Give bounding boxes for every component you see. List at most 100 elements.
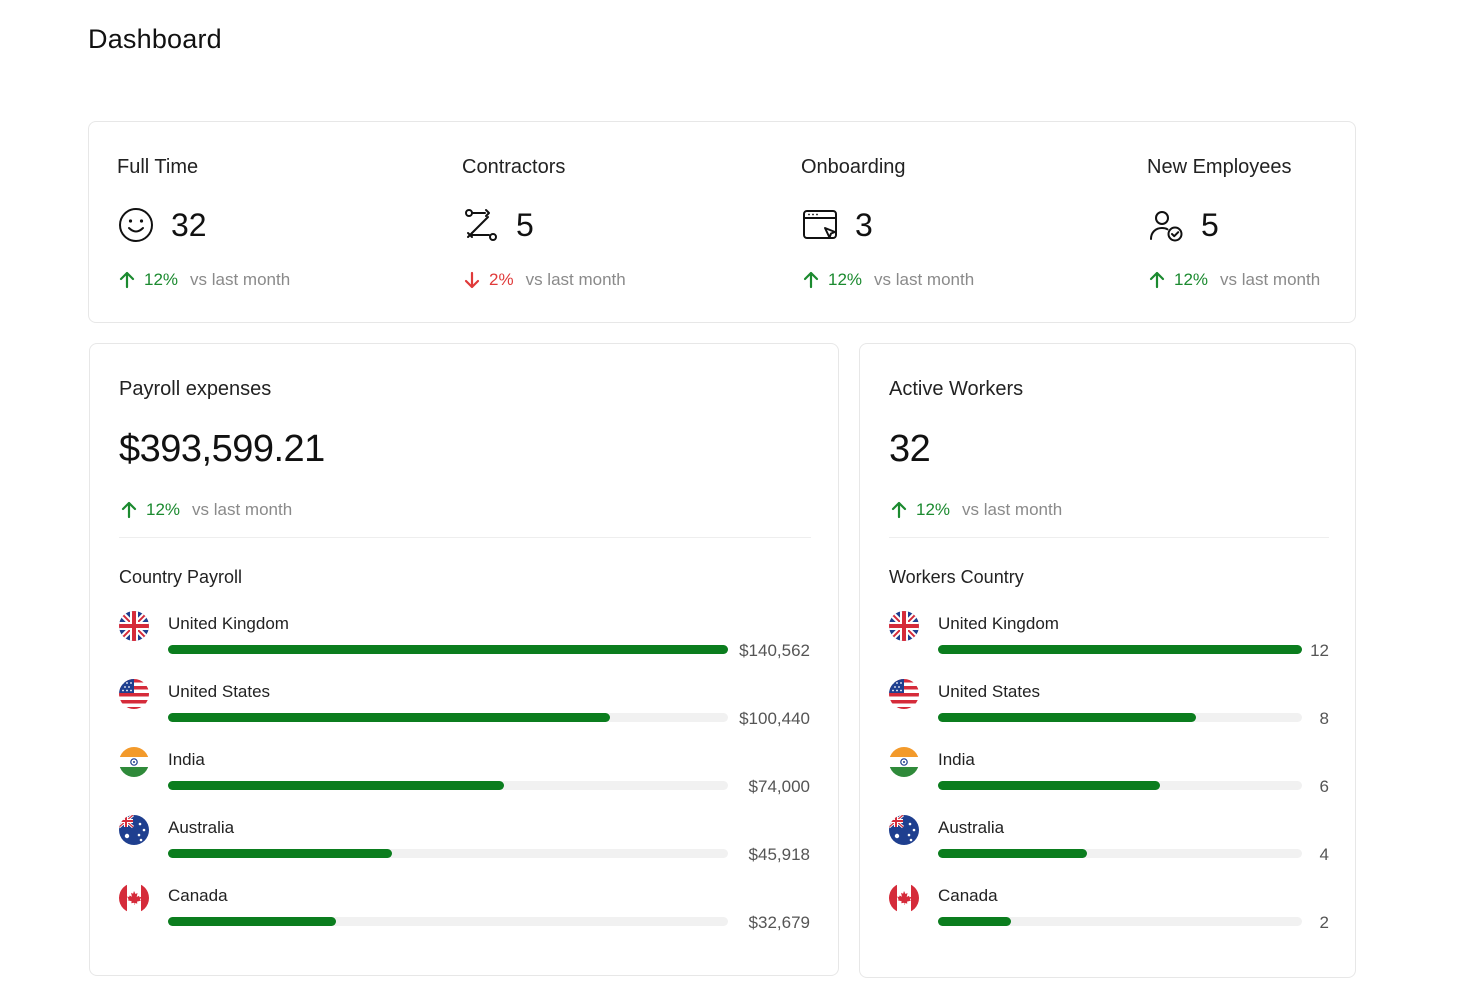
progress-fill xyxy=(938,713,1197,722)
country-row[interactable]: Canada $32,679 xyxy=(119,883,810,943)
india-flag-icon xyxy=(889,747,919,777)
country-value: $45,918 xyxy=(748,845,810,864)
trend-percent: 2% xyxy=(489,270,514,289)
progress-track xyxy=(168,917,728,926)
arrow-down-icon xyxy=(464,271,480,289)
country-row[interactable]: Australia $45,918 xyxy=(119,815,810,875)
workers-trend: 12% vs last month xyxy=(889,500,1062,520)
country-name: Canada xyxy=(938,886,998,905)
trend-text: vs last month xyxy=(962,500,1063,519)
us-flag-icon xyxy=(889,679,919,709)
country-row[interactable]: United States $100,440 xyxy=(119,679,810,739)
arrow-up-icon xyxy=(891,501,907,519)
trend-percent: 12% xyxy=(144,270,179,289)
country-row[interactable]: Australia 4 xyxy=(889,815,1329,875)
stat-value: 3 xyxy=(855,206,873,243)
panel-title: Active Workers xyxy=(889,378,1024,400)
trend-percent: 12% xyxy=(146,500,181,519)
country-value: 12 xyxy=(1310,641,1329,660)
section-title: Country Payroll xyxy=(119,567,243,587)
trend-text: vs last month xyxy=(192,500,293,519)
arrow-up-icon xyxy=(1149,271,1165,289)
stat-label: Contractors xyxy=(462,156,566,178)
country-name: Australia xyxy=(168,818,235,837)
progress-fill xyxy=(938,849,1088,858)
us-flag-icon xyxy=(119,679,149,709)
browser-cursor-icon xyxy=(801,206,839,244)
progress-track xyxy=(168,713,728,722)
progress-fill xyxy=(168,645,728,654)
country-value: $140,562 xyxy=(739,641,810,660)
canada-flag-icon xyxy=(119,883,149,913)
country-value: 6 xyxy=(1319,777,1329,796)
trend-text: vs last month xyxy=(1220,270,1321,289)
country-name: Australia xyxy=(938,818,1005,837)
australia-flag-icon xyxy=(119,815,149,845)
payroll-expenses-panel: Payroll expenses $393,599.21 12% vs last… xyxy=(89,343,839,976)
progress-fill xyxy=(168,849,392,858)
country-row[interactable]: India 6 xyxy=(889,747,1329,807)
user-check-icon xyxy=(1147,206,1185,244)
progress-track xyxy=(938,645,1302,654)
progress-fill xyxy=(168,917,336,926)
country-value: 4 xyxy=(1319,845,1329,864)
stat-trend: 12% vs last month xyxy=(117,270,290,290)
uk-flag-icon xyxy=(889,611,919,641)
country-name: United States xyxy=(168,682,271,701)
country-value: $32,679 xyxy=(748,913,810,932)
progress-track xyxy=(938,917,1302,926)
progress-track xyxy=(938,849,1302,858)
smile-icon xyxy=(117,206,155,244)
page-title: Dashboard xyxy=(88,24,222,54)
progress-fill xyxy=(938,781,1161,790)
arrow-up-icon xyxy=(803,271,819,289)
country-value: $100,440 xyxy=(739,709,810,728)
country-value: 2 xyxy=(1319,913,1329,932)
trend-text: vs last month xyxy=(190,270,291,289)
country-name: India xyxy=(168,750,205,769)
panel-title: Payroll expenses xyxy=(119,378,272,400)
canada-flag-icon xyxy=(889,883,919,913)
stat-value: 5 xyxy=(1201,206,1219,243)
workers-total: 32 xyxy=(889,428,931,470)
progress-fill xyxy=(938,917,1011,926)
stat-value: 32 xyxy=(171,206,207,243)
progress-fill xyxy=(938,645,1302,654)
trend-percent: 12% xyxy=(828,270,863,289)
divider xyxy=(889,537,1329,538)
trend-text: vs last month xyxy=(525,270,626,289)
trend-percent: 12% xyxy=(916,500,951,519)
country-value: 8 xyxy=(1319,709,1329,728)
country-name: United States xyxy=(938,682,1041,701)
arrow-up-icon xyxy=(119,271,135,289)
country-name: United Kingdom xyxy=(938,614,1059,633)
australia-flag-icon xyxy=(889,815,919,845)
country-row[interactable]: United States 8 xyxy=(889,679,1329,739)
country-name: India xyxy=(938,750,975,769)
stat-label: Full Time xyxy=(117,156,199,178)
country-name: United Kingdom xyxy=(168,614,289,633)
country-row[interactable]: United Kingdom $140,562 xyxy=(119,611,810,671)
progress-track xyxy=(168,781,728,790)
stat-value: 5 xyxy=(516,206,534,243)
progress-track xyxy=(938,713,1302,722)
active-workers-panel: Active Workers 32 12% vs last month Work… xyxy=(859,343,1356,978)
country-row[interactable]: United Kingdom 12 xyxy=(889,611,1329,671)
country-row[interactable]: India $74,000 xyxy=(119,747,810,807)
stats-card: Full Time 32 12% vs last month Contracto… xyxy=(88,121,1356,323)
india-flag-icon xyxy=(119,747,149,777)
trend-percent: 12% xyxy=(1174,270,1209,289)
uk-flag-icon xyxy=(119,611,149,641)
country-name: Canada xyxy=(168,886,228,905)
stat-trend: 2% vs last month xyxy=(462,270,626,290)
payroll-trend: 12% vs last month xyxy=(119,500,292,520)
route-icon xyxy=(462,206,500,244)
divider xyxy=(119,537,811,538)
progress-fill xyxy=(168,713,611,722)
progress-track xyxy=(168,849,728,858)
stat-trend: 12% vs last month xyxy=(1147,270,1320,290)
country-value: $74,000 xyxy=(748,777,810,796)
payroll-total: $393,599.21 xyxy=(119,428,325,470)
country-row[interactable]: Canada 2 xyxy=(889,883,1329,943)
trend-text: vs last month xyxy=(874,270,975,289)
